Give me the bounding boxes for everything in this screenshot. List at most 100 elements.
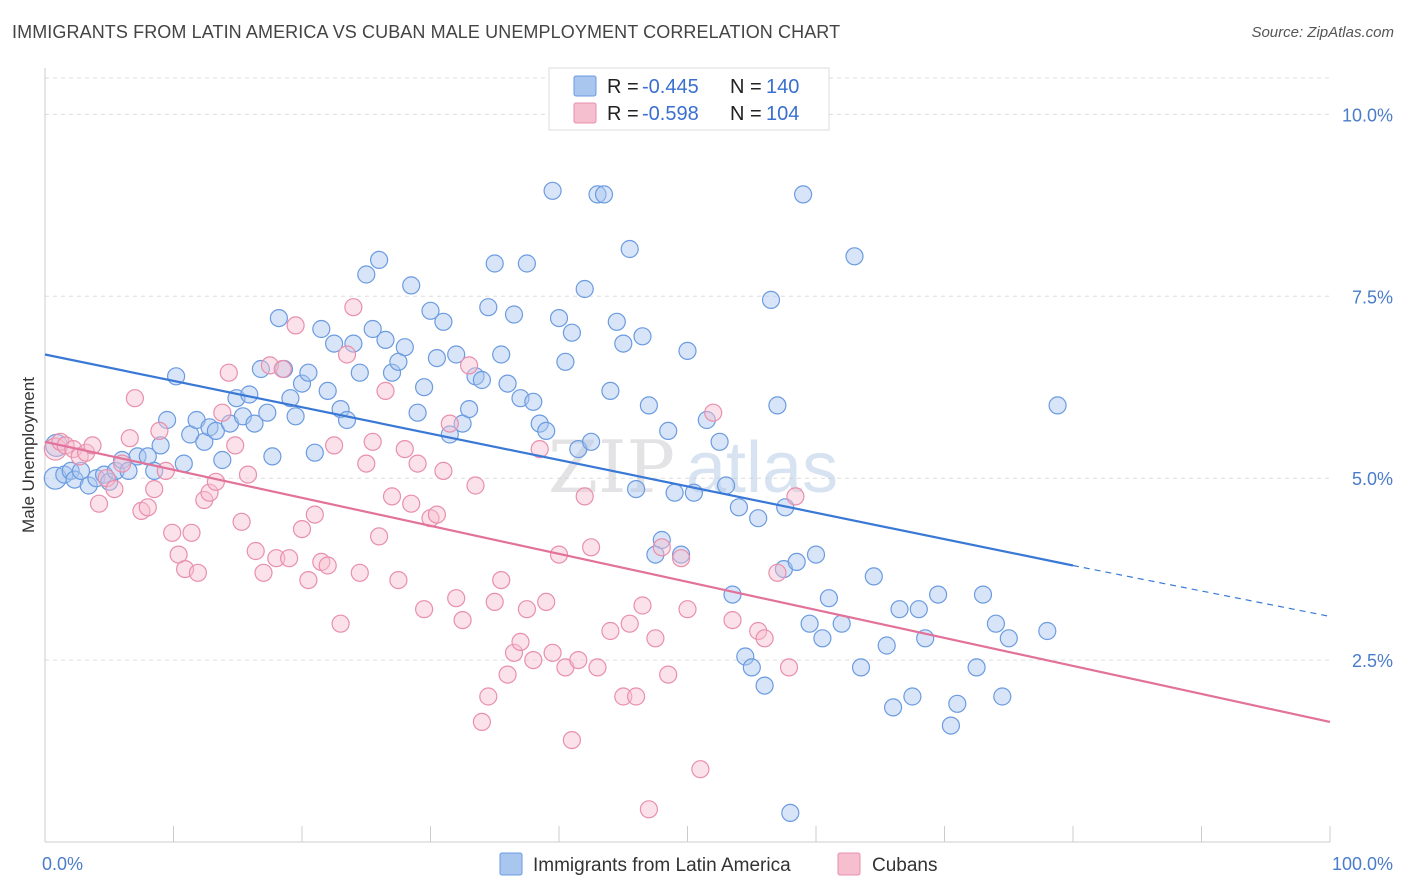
cubans-point-26 — [213, 403, 232, 422]
latin-america-point-62 — [447, 345, 466, 364]
latin-america-point-137 — [1038, 621, 1057, 641]
cubans-point-50 — [370, 527, 389, 546]
latin-america-point-114 — [793, 185, 813, 204]
cubans-point-17 — [156, 461, 175, 480]
latin-america-point-125 — [890, 600, 909, 619]
watermark: ZIP atlas — [548, 425, 838, 509]
latin-america-point-100 — [697, 410, 716, 430]
legend-r-label-latin-america: R = — [607, 76, 639, 98]
latin-america-point-46 — [344, 334, 363, 353]
latin-america-point-102 — [716, 476, 736, 495]
latin-america-point-113 — [787, 552, 806, 572]
cubans-point-83 — [581, 538, 601, 557]
cubans-point-27 — [219, 363, 238, 382]
cubans-point-81 — [569, 650, 588, 670]
cubans-point-28 — [226, 436, 245, 455]
cubans-point-82 — [575, 487, 594, 506]
latin-america-point-88 — [614, 334, 633, 353]
series-latin-america-points — [43, 181, 1067, 823]
cubans-point-73 — [517, 600, 537, 619]
latin-america-point-135 — [993, 687, 1012, 706]
latin-america-point-24 — [206, 421, 225, 440]
cubans-point-97 — [704, 403, 723, 422]
latin-america-point-106 — [742, 658, 761, 677]
axes — [44, 68, 1331, 843]
trend-line-cubans — [44, 440, 1331, 724]
latin-america-point-52 — [382, 363, 402, 382]
cubans-point-11 — [120, 429, 139, 448]
latin-america-point-39 — [299, 363, 318, 382]
latin-america-point-5 — [71, 461, 91, 480]
latin-america-point-120 — [845, 247, 864, 266]
latin-america-point-48 — [357, 265, 376, 284]
latin-america-point-36 — [281, 389, 300, 408]
cubans-point-56 — [408, 454, 427, 473]
bottom-legend-label-cubans: Cubans — [872, 855, 938, 876]
latin-america-point-121 — [851, 658, 871, 677]
latin-america-point-108 — [755, 676, 774, 695]
latin-america-point-58 — [421, 301, 440, 320]
latin-america-point-136 — [999, 629, 1018, 648]
latin-america-point-31 — [251, 359, 270, 379]
latin-america-point-82 — [575, 279, 594, 299]
y-tick-label-3: 10.0% — [1342, 105, 1393, 125]
cubans-point-98 — [723, 610, 742, 630]
correlation-legend: R = -0.445 N = 140 R = -0.598 N = 104 — [548, 67, 830, 131]
cubans-point-18 — [163, 523, 182, 542]
latin-america-point-67 — [479, 298, 498, 317]
latin-america-point-134 — [986, 614, 1006, 633]
latin-america-point-130 — [941, 716, 961, 735]
cubans-point-70 — [498, 665, 517, 684]
cubans-point-14 — [138, 498, 157, 517]
latin-america-point-96 — [665, 483, 684, 502]
watermark-zip: ZIP — [548, 425, 675, 509]
cubans-point-86 — [614, 687, 633, 706]
latin-america-point-109 — [761, 290, 781, 309]
legend-n-value-latin-america: 140 — [766, 76, 799, 98]
latin-america-point-79 — [556, 352, 575, 371]
latin-america-point-60 — [434, 312, 453, 331]
latin-america-point-45 — [337, 410, 357, 430]
cubans-point-63 — [453, 610, 472, 630]
latin-america-point-92 — [639, 396, 659, 415]
latin-america-point-127 — [909, 600, 928, 619]
cubans-point-60 — [434, 461, 453, 480]
chart-title: IMMIGRANTS FROM LATIN AMERICA VS CUBAN M… — [12, 22, 841, 42]
trend-line-latin-america-extension — [1072, 564, 1331, 618]
y-tick-label-0: 2.5% — [1352, 651, 1393, 671]
latin-america-point-87 — [607, 312, 626, 331]
latin-america-point-25 — [213, 450, 232, 470]
cubans-point-40 — [305, 505, 324, 524]
cubans-point-71 — [504, 643, 524, 662]
latin-america-point-76 — [537, 421, 556, 440]
cubans-point-64 — [460, 356, 479, 375]
cubans-point-45 — [337, 345, 357, 364]
cubans-point-12 — [125, 389, 144, 408]
latin-america-point-77 — [543, 181, 562, 200]
latin-america-point-115 — [800, 614, 819, 633]
cubans-point-30 — [238, 465, 258, 484]
cubans-point-85 — [601, 621, 620, 641]
cubans-point-61 — [440, 414, 459, 433]
cubans-point-69 — [492, 570, 511, 590]
source-credit: Source: ZipAtlas.com — [1251, 24, 1394, 41]
cubans-point-43 — [325, 436, 344, 455]
latin-america-point-38 — [292, 374, 312, 393]
latin-america-point-6 — [79, 476, 98, 495]
cubans-point-35 — [273, 359, 292, 379]
latin-america-point-122 — [864, 567, 883, 586]
latin-america-point-123 — [877, 636, 896, 655]
latin-america-point-68 — [485, 254, 504, 273]
cubans-point-67 — [479, 687, 498, 706]
cubans-point-37 — [286, 316, 305, 335]
cubans-point-84 — [588, 658, 607, 677]
latin-america-point-75 — [530, 414, 549, 433]
latin-america-point-133 — [973, 585, 993, 604]
latin-america-point-112 — [781, 803, 800, 823]
latin-america-point-49 — [363, 319, 382, 339]
cubans-point-91 — [646, 629, 665, 648]
latin-america-point-104 — [729, 498, 749, 517]
latin-america-point-47 — [350, 363, 369, 382]
bottom-legend-swatch-latin-america — [499, 852, 523, 876]
cubans-point-7 — [89, 494, 109, 513]
